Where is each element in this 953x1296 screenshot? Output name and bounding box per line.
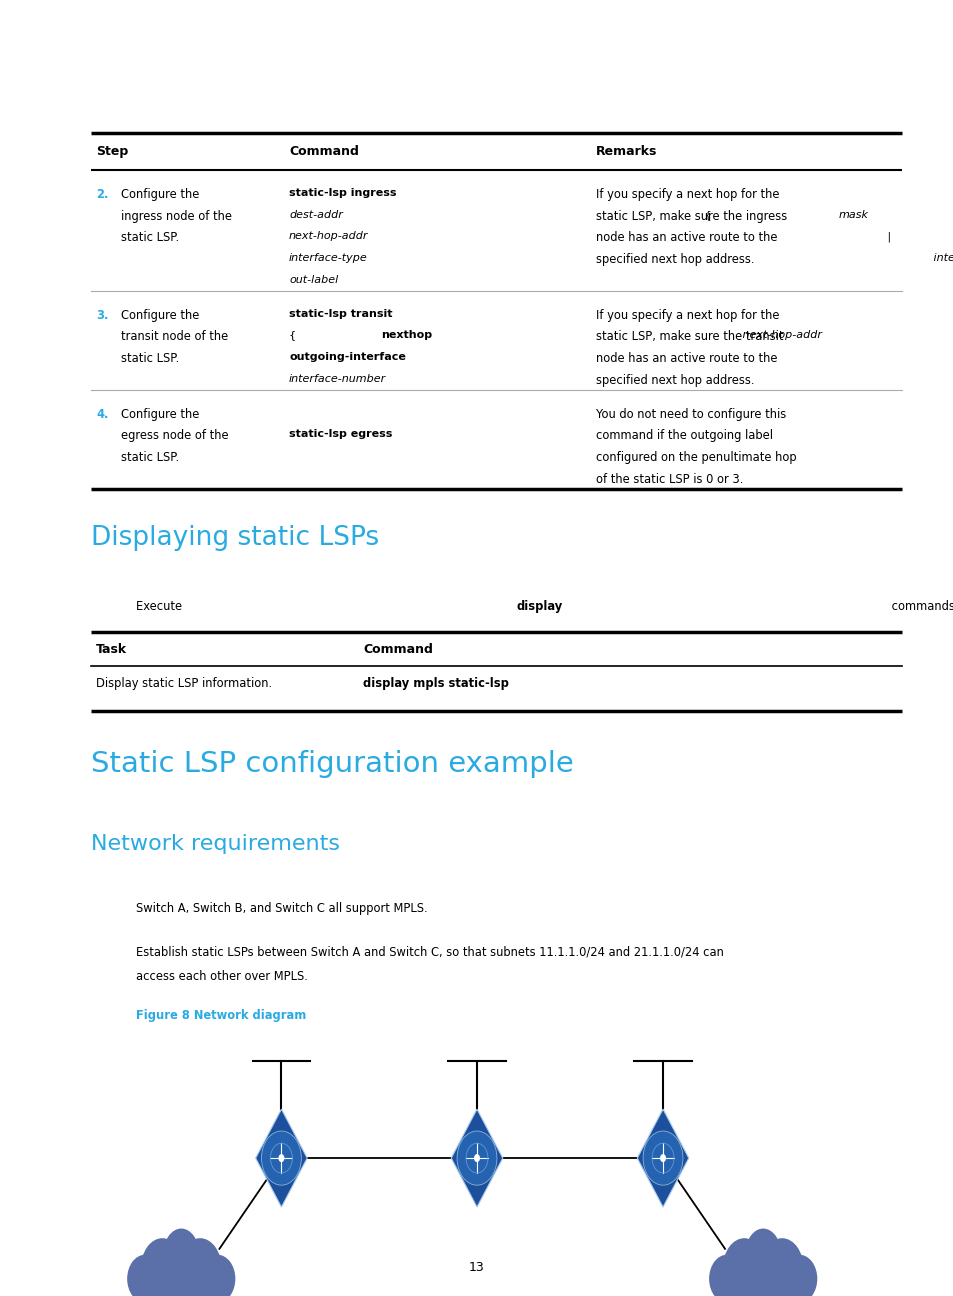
Text: Configure the: Configure the: [121, 308, 199, 321]
Text: mask: mask: [838, 210, 867, 220]
Text: outgoing-interface: outgoing-interface: [289, 353, 406, 363]
Text: interface-type: interface-type: [289, 253, 368, 263]
Text: node has an active route to the: node has an active route to the: [596, 353, 777, 365]
Text: {: {: [700, 210, 715, 220]
Ellipse shape: [147, 1265, 215, 1296]
Ellipse shape: [659, 1153, 665, 1163]
Text: specified next hop address.: specified next hop address.: [596, 375, 754, 388]
Ellipse shape: [199, 1255, 235, 1296]
Text: 4.: 4.: [96, 408, 109, 421]
Ellipse shape: [141, 1238, 184, 1296]
Ellipse shape: [163, 1229, 199, 1280]
Text: configured on the penultimate hop: configured on the penultimate hop: [596, 451, 796, 464]
Ellipse shape: [642, 1131, 682, 1185]
Text: transit node of the: transit node of the: [121, 330, 228, 343]
Text: 13: 13: [469, 1261, 484, 1274]
Text: Task: Task: [96, 643, 128, 656]
Text: Command: Command: [289, 145, 358, 158]
Text: out-label: out-label: [289, 275, 338, 285]
Polygon shape: [451, 1109, 502, 1207]
Text: static LSP.: static LSP.: [121, 232, 179, 245]
Ellipse shape: [728, 1265, 797, 1296]
Ellipse shape: [178, 1238, 221, 1296]
Text: Establish static LSPs between Switch A and Switch C, so that subnets 11.1.1.0/24: Establish static LSPs between Switch A a…: [136, 946, 723, 959]
Text: Execute: Execute: [136, 600, 186, 613]
Text: You do not need to configure this: You do not need to configure this: [596, 408, 785, 421]
Text: commands in any view.: commands in any view.: [887, 600, 953, 613]
Text: |: |: [883, 232, 894, 242]
Text: next-hop-addr: next-hop-addr: [289, 232, 368, 241]
Text: static-lsp egress: static-lsp egress: [289, 429, 395, 439]
Text: static-lsp ingress: static-lsp ingress: [289, 188, 400, 198]
Text: static LSP.: static LSP.: [121, 353, 179, 365]
Text: {: {: [289, 330, 299, 341]
Text: of the static LSP is 0 or 3.: of the static LSP is 0 or 3.: [596, 473, 742, 486]
Text: nexthop: nexthop: [380, 330, 432, 341]
Ellipse shape: [781, 1255, 817, 1296]
Text: Configure the: Configure the: [121, 188, 199, 201]
Polygon shape: [637, 1109, 688, 1207]
Text: static LSP, make sure the ingress: static LSP, make sure the ingress: [596, 210, 786, 223]
Text: Network requirements: Network requirements: [91, 835, 339, 854]
Text: Static LSP configuration example: Static LSP configuration example: [91, 750, 573, 778]
Text: display: display: [516, 600, 562, 613]
Text: 3.: 3.: [96, 308, 109, 321]
Text: Display static LSP information.: Display static LSP information.: [96, 677, 273, 689]
Text: interface-number: interface-number: [929, 253, 953, 263]
Ellipse shape: [456, 1131, 497, 1185]
Text: Configure the: Configure the: [121, 408, 199, 421]
Text: If you specify a next hop for the: If you specify a next hop for the: [596, 308, 779, 321]
Text: Remarks: Remarks: [596, 145, 657, 158]
Text: command if the outgoing label: command if the outgoing label: [596, 429, 773, 442]
Text: Command: Command: [363, 643, 433, 656]
Ellipse shape: [744, 1229, 781, 1280]
Text: static LSP.: static LSP.: [121, 451, 179, 464]
Text: next-hop-addr: next-hop-addr: [738, 330, 821, 341]
Ellipse shape: [722, 1238, 765, 1296]
Text: Step: Step: [96, 145, 129, 158]
Text: dest-addr: dest-addr: [289, 210, 342, 220]
Text: access each other over MPLS.: access each other over MPLS.: [136, 971, 308, 984]
Text: display mpls static-lsp: display mpls static-lsp: [363, 677, 509, 689]
Ellipse shape: [708, 1255, 744, 1296]
Text: Switch A, Switch B, and Switch C all support MPLS.: Switch A, Switch B, and Switch C all sup…: [136, 902, 428, 915]
Ellipse shape: [127, 1255, 163, 1296]
Text: Displaying static LSPs: Displaying static LSPs: [91, 525, 378, 551]
Text: If you specify a next hop for the: If you specify a next hop for the: [596, 188, 779, 201]
Text: Figure 8 Network diagram: Figure 8 Network diagram: [136, 1010, 307, 1023]
Ellipse shape: [261, 1131, 301, 1185]
Text: static-lsp transit: static-lsp transit: [289, 308, 396, 319]
Text: interface-number: interface-number: [289, 375, 386, 384]
Text: egress node of the: egress node of the: [121, 429, 229, 442]
Text: node has an active route to the: node has an active route to the: [596, 232, 777, 245]
Text: specified next hop address.: specified next hop address.: [596, 253, 754, 266]
Text: static LSP, make sure the transit: static LSP, make sure the transit: [596, 330, 783, 343]
Ellipse shape: [474, 1153, 479, 1163]
Text: 2.: 2.: [96, 188, 109, 201]
Text: ingress node of the: ingress node of the: [121, 210, 232, 223]
Ellipse shape: [278, 1153, 284, 1163]
Polygon shape: [255, 1109, 307, 1207]
Ellipse shape: [760, 1238, 802, 1296]
